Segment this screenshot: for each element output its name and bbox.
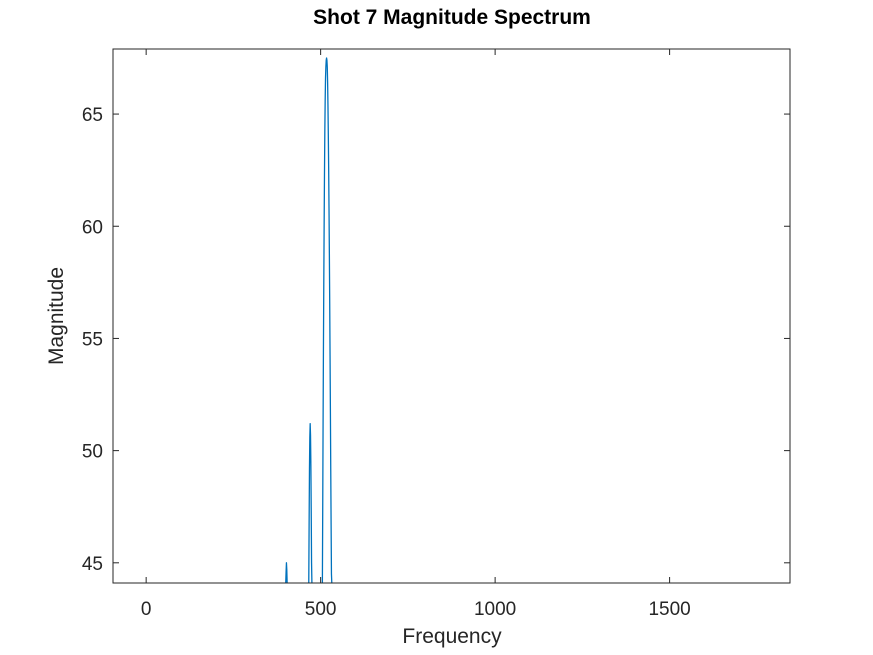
x-tick-label: 1000 bbox=[474, 599, 516, 620]
axes-box bbox=[112, 48, 791, 584]
y-tick-label: 45 bbox=[82, 554, 103, 575]
y-tick-label: 60 bbox=[82, 217, 103, 238]
x-tick-label: 500 bbox=[305, 599, 337, 620]
x-axis-label: Frequency bbox=[402, 625, 502, 648]
spectrum-line-segment bbox=[308, 423, 313, 584]
spectrum-line-segment bbox=[285, 562, 288, 584]
x-axis-ticks: 0 500 1000 1500 bbox=[141, 49, 691, 620]
y-tick-label: 65 bbox=[82, 105, 103, 126]
plot-area: 0 500 1000 1500 45 50 55 60 65 bbox=[82, 48, 791, 620]
series-layer bbox=[285, 57, 333, 584]
spectrum-line-segment bbox=[321, 57, 333, 584]
y-tick-label: 55 bbox=[82, 329, 103, 350]
x-tick-label: 0 bbox=[141, 599, 152, 620]
y-axis-label: Magnitude bbox=[45, 267, 68, 365]
y-axis-ticks: 45 50 55 60 65 bbox=[82, 105, 790, 575]
axes-background bbox=[113, 49, 790, 583]
x-tick-label: 1500 bbox=[648, 599, 690, 620]
y-tick-label: 50 bbox=[82, 442, 103, 463]
chart-title: Shot 7 Magnitude Spectrum bbox=[313, 6, 591, 29]
